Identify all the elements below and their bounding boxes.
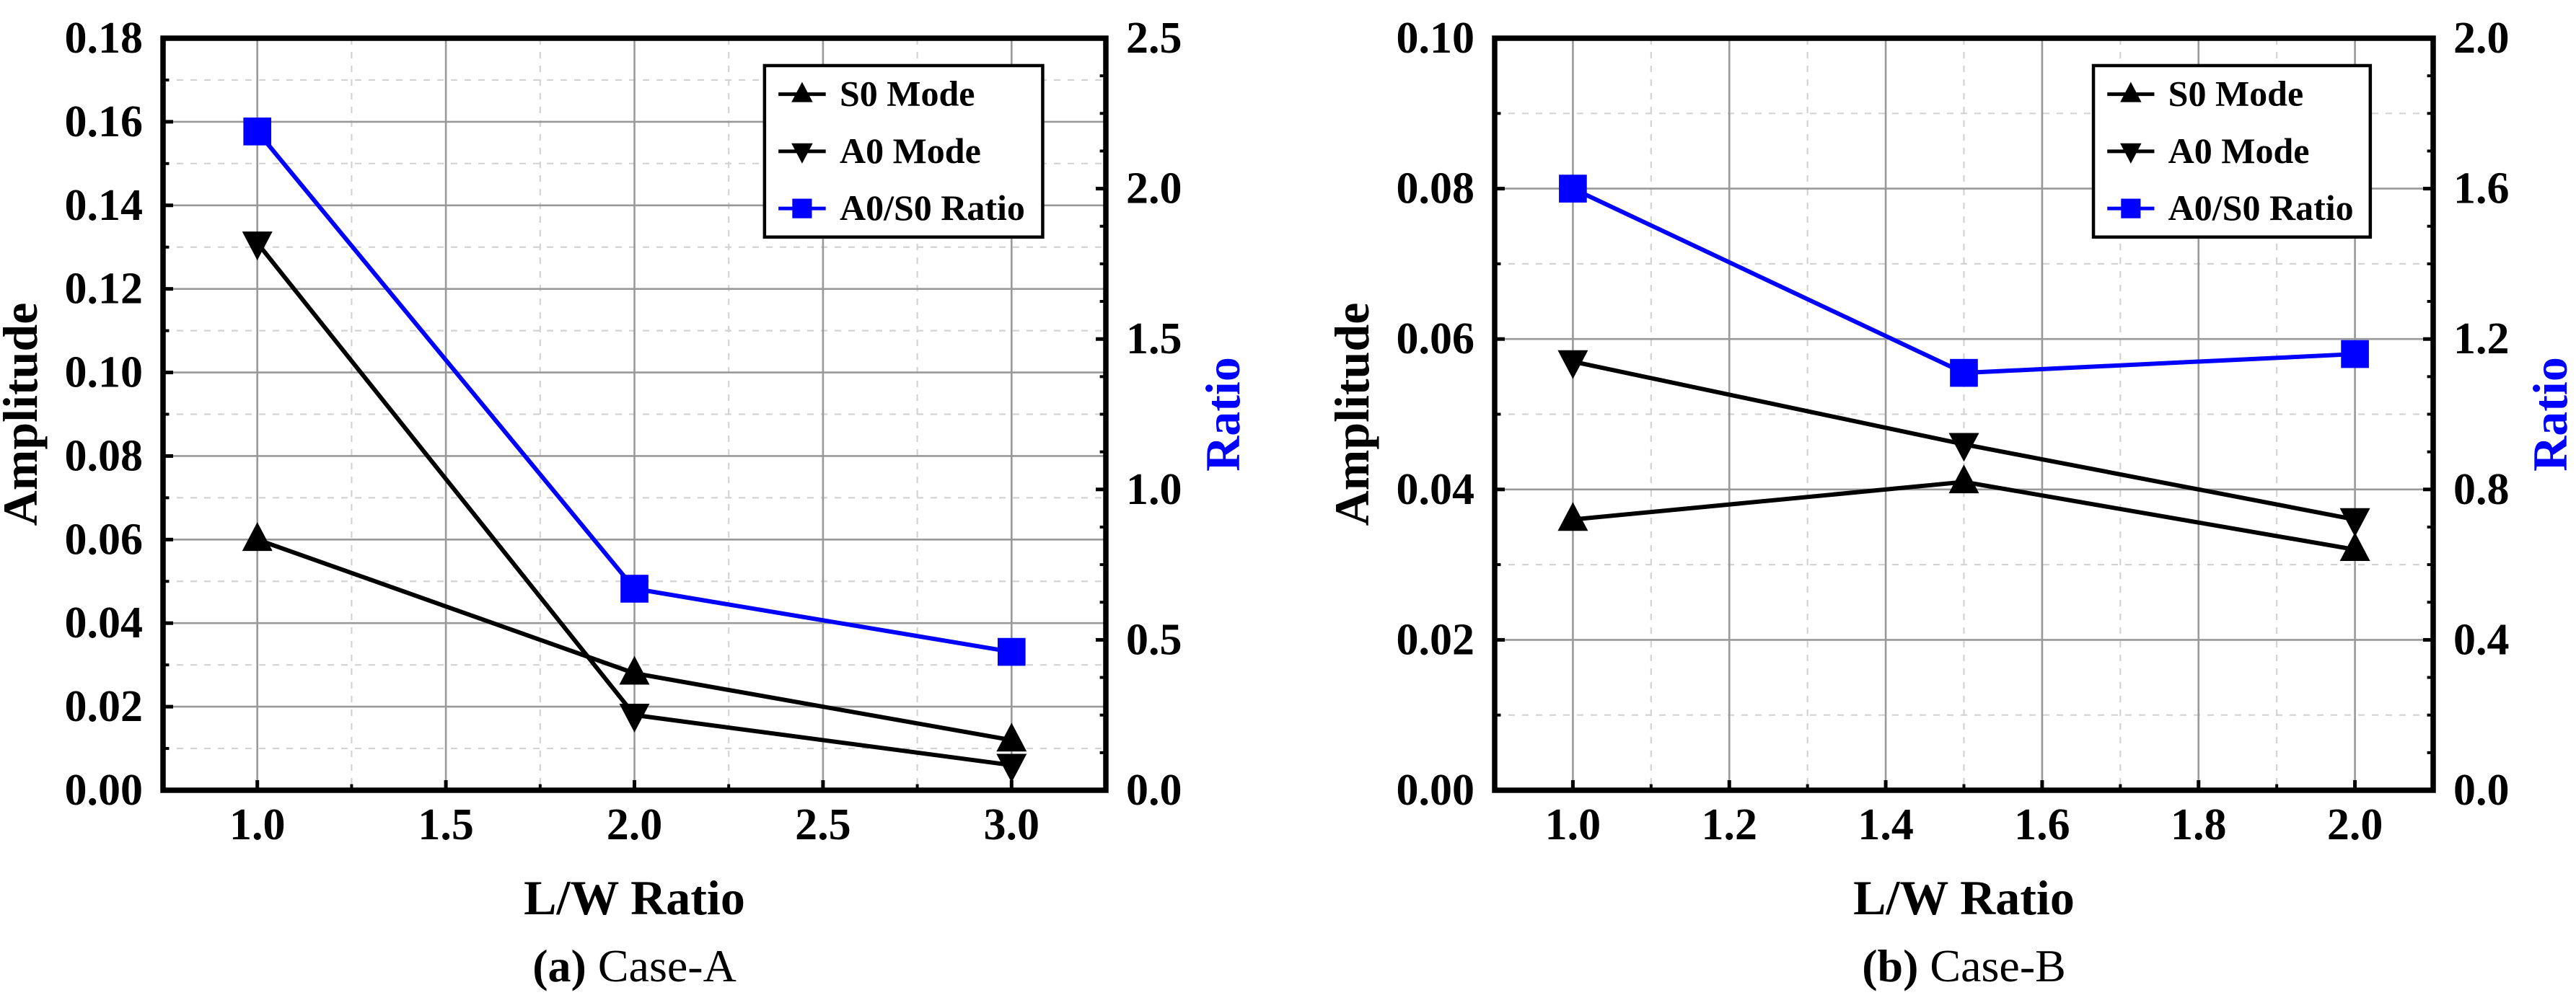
svg-text:1.2: 1.2 (2453, 314, 2510, 363)
svg-text:2.0: 2.0 (2327, 800, 2383, 849)
svg-text:0.4: 0.4 (2453, 615, 2510, 664)
svg-text:1.2: 1.2 (1702, 800, 1758, 849)
svg-text:0.00: 0.00 (65, 766, 144, 815)
svg-text:0.08: 0.08 (1397, 164, 1475, 213)
svg-text:0.16: 0.16 (65, 97, 144, 146)
svg-text:1.8: 1.8 (2171, 800, 2227, 849)
svg-text:2.0: 2.0 (1126, 164, 1182, 213)
svg-text:A0 Mode: A0 Mode (2168, 131, 2310, 171)
svg-text:Ratio: Ratio (2523, 357, 2576, 472)
svg-text:A0/S0 Ratio: A0/S0 Ratio (2168, 187, 2354, 228)
svg-text:0.0: 0.0 (1126, 766, 1182, 815)
svg-text:0.0: 0.0 (2453, 766, 2510, 815)
svg-text:Ratio: Ratio (1195, 357, 1250, 472)
svg-text:L/W Ratio: L/W Ratio (1853, 870, 2075, 925)
svg-text:L/W Ratio: L/W Ratio (524, 870, 745, 925)
svg-text:0.04: 0.04 (1397, 465, 1475, 514)
svg-text:2.0: 2.0 (2453, 14, 2510, 63)
svg-text:0.10: 0.10 (1397, 14, 1475, 63)
svg-text:(a) Case-A: (a) Case-A (532, 940, 737, 991)
svg-text:1.5: 1.5 (418, 800, 474, 849)
svg-text:A0 Mode: A0 Mode (840, 131, 981, 171)
svg-text:0.08: 0.08 (65, 431, 144, 480)
svg-text:0.8: 0.8 (2453, 465, 2510, 514)
svg-text:0.04: 0.04 (65, 598, 144, 647)
svg-text:0.12: 0.12 (65, 265, 144, 314)
svg-text:1.4: 1.4 (1858, 800, 1914, 849)
svg-text:0.02: 0.02 (65, 682, 144, 731)
svg-text:(b) Case-B: (b) Case-B (1862, 940, 2066, 991)
svg-text:S0 Mode: S0 Mode (2168, 74, 2304, 114)
svg-text:1.0: 1.0 (1126, 465, 1182, 514)
svg-text:1.6: 1.6 (2014, 800, 2070, 849)
svg-text:1.6: 1.6 (2453, 164, 2510, 213)
svg-text:3.0: 3.0 (984, 800, 1040, 849)
svg-text:S0 Mode: S0 Mode (840, 74, 975, 114)
svg-text:0.02: 0.02 (1397, 615, 1475, 664)
svg-text:Amplitude: Amplitude (0, 303, 48, 526)
svg-text:0.10: 0.10 (65, 348, 144, 397)
svg-text:0.06: 0.06 (65, 515, 144, 564)
svg-text:A0/S0 Ratio: A0/S0 Ratio (840, 187, 1025, 228)
svg-text:0.06: 0.06 (1397, 314, 1475, 363)
svg-text:0.18: 0.18 (65, 14, 144, 63)
svg-text:1.5: 1.5 (1126, 314, 1182, 363)
svg-text:2.5: 2.5 (795, 800, 851, 849)
svg-text:2.5: 2.5 (1126, 14, 1182, 63)
svg-text:0.14: 0.14 (65, 181, 144, 230)
svg-text:0.00: 0.00 (1397, 766, 1475, 815)
svg-text:1.0: 1.0 (1545, 800, 1601, 849)
svg-text:0.5: 0.5 (1126, 615, 1182, 664)
svg-text:Amplitude: Amplitude (1324, 303, 1379, 526)
svg-text:2.0: 2.0 (607, 800, 663, 849)
svg-text:1.0: 1.0 (229, 800, 286, 849)
